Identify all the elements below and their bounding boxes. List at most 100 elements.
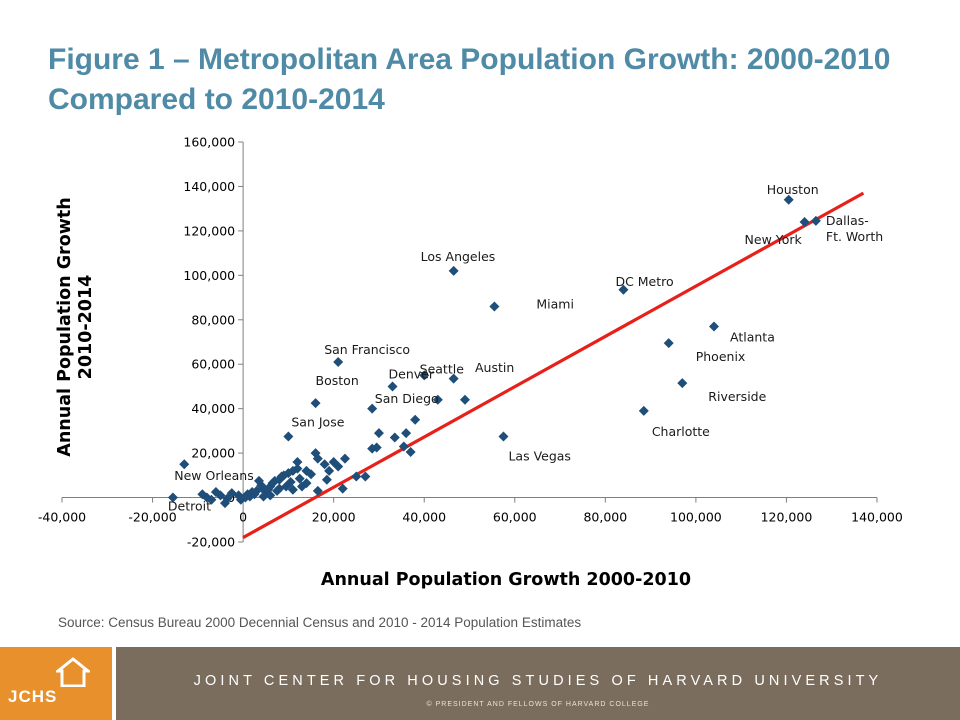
data-point <box>405 447 416 457</box>
y-tick-label: 160,000 <box>183 135 235 150</box>
y-tick-label: 80,000 <box>191 312 235 327</box>
trendline <box>242 191 865 539</box>
point-label: San Jose <box>291 414 344 429</box>
data-point <box>306 469 317 480</box>
footer-copyright: © PRESIDENT AND FELLOWS OF HARVARD COLLE… <box>426 701 650 708</box>
x-tick-label: 0 <box>239 510 247 525</box>
data-point <box>319 459 330 470</box>
y-tick-label: 40,000 <box>191 401 235 416</box>
data-point <box>401 428 412 439</box>
point-label: Las Vegas <box>508 448 571 463</box>
data-point <box>258 491 269 502</box>
data-point-riverside <box>677 378 688 389</box>
point-label: Seattle <box>420 362 465 377</box>
data-point-san-jose <box>283 431 294 442</box>
footer-band: JOINT CENTER FOR HOUSING STUDIES OF HARV… <box>116 647 960 720</box>
x-axis-label: Annual Population Growth 2000-2010 <box>321 570 691 590</box>
x-tick-label: 20,000 <box>312 510 356 525</box>
data-point-san-francisco <box>333 357 344 367</box>
y-tick-label: 140,000 <box>183 179 235 194</box>
point-label: Atlanta <box>730 329 775 344</box>
point-label: Charlotte <box>652 424 710 439</box>
data-point <box>312 485 323 496</box>
y-axis-label: Annual Population Growth2010-2014 <box>55 197 96 456</box>
x-tick-label: -40,000 <box>38 510 86 525</box>
scatter-chart: -20,000 0 20,000 40,000 60,000 80,000 100,000 1… <box>38 135 903 591</box>
y-tick-label: 60,000 <box>191 357 235 372</box>
data-points <box>167 194 821 509</box>
y-tick-label: -20,000 <box>187 535 235 550</box>
data-point <box>398 441 409 452</box>
data-point <box>337 483 348 494</box>
point-labels: Houston Dallas-Ft. Worth New York Los Angel… <box>168 182 883 514</box>
data-point-atlanta <box>709 321 719 332</box>
data-point <box>339 453 350 464</box>
data-point-las-vegas <box>498 431 509 442</box>
data-point <box>197 489 208 500</box>
point-label: Los Angeles <box>421 249 496 264</box>
data-point <box>351 471 362 482</box>
data-point <box>321 474 332 485</box>
data-point-dallas-ft-worth <box>810 215 821 226</box>
house-icon <box>56 657 90 687</box>
data-point <box>292 457 303 467</box>
x-tick-label: -20,000 <box>128 510 176 525</box>
point-label: DC Metro <box>615 274 673 289</box>
point-label: Miami <box>536 296 574 311</box>
point-label: Phoenix <box>696 349 746 364</box>
point-label: Dallas-Ft. Worth <box>826 213 883 244</box>
point-label: Denver <box>389 366 435 381</box>
data-point <box>265 490 276 501</box>
y-tick-label: 20,000 <box>191 446 235 461</box>
x-tick-label: 120,000 <box>761 510 813 525</box>
data-point <box>294 473 305 484</box>
page-title: Figure 1 – Metropolitan Area Population … <box>48 43 891 116</box>
data-point <box>251 485 262 496</box>
data-point-dc-metro <box>618 284 629 295</box>
data-point-new-york <box>799 217 810 227</box>
data-point-denver <box>387 381 398 392</box>
jchs-logo: JCHS <box>0 647 112 720</box>
data-point-san-diego <box>432 394 443 405</box>
data-point-miami <box>489 301 500 312</box>
data-point <box>371 442 382 453</box>
data-point <box>389 432 400 443</box>
data-point-austin <box>459 394 470 405</box>
data-point <box>373 428 384 439</box>
y-tick-label: 100,000 <box>183 268 235 283</box>
data-point <box>210 487 221 497</box>
logo-text: JCHS <box>8 687 58 706</box>
footer: JCHS JOINT CENTER FOR HOUSING STUDIES OF… <box>0 647 960 720</box>
chart-axes: -20,000 0 20,000 40,000 60,000 80,000 100,000 1… <box>38 135 903 550</box>
point-label: New Orleans <box>174 468 253 483</box>
data-point <box>312 453 323 464</box>
point-label: Riverside <box>708 389 766 404</box>
data-point <box>328 457 339 467</box>
x-tick-label: 60,000 <box>493 510 537 525</box>
data-point <box>220 498 230 509</box>
data-point-phoenix <box>663 338 674 349</box>
data-point <box>410 414 421 425</box>
point-label: Austin <box>475 360 514 375</box>
y-tick-label: 0 <box>227 490 235 505</box>
data-point-detroit <box>167 492 178 503</box>
trendline-path <box>242 191 865 539</box>
data-point <box>360 471 371 482</box>
point-label: San Diego <box>375 391 439 406</box>
data-point-new-orleans <box>179 459 190 470</box>
data-point <box>367 403 378 414</box>
footer-organization: JOINT CENTER FOR HOUSING STUDIES OF HARV… <box>193 673 883 689</box>
data-point-seattle <box>448 373 459 384</box>
data-point-houston <box>783 194 794 205</box>
x-tick-label: 100,000 <box>670 510 722 525</box>
point-label: New York <box>745 232 803 247</box>
data-point <box>324 465 335 476</box>
data-point <box>287 484 298 495</box>
y-tick-label: 120,000 <box>183 223 235 238</box>
data-point <box>272 485 283 496</box>
data-point-boston <box>310 398 321 409</box>
source-note: Source: Census Bureau 2000 Decennial Cen… <box>58 615 582 630</box>
data-point <box>253 475 264 486</box>
data-point-los-angeles <box>448 265 459 276</box>
point-label: Detroit <box>168 499 211 514</box>
